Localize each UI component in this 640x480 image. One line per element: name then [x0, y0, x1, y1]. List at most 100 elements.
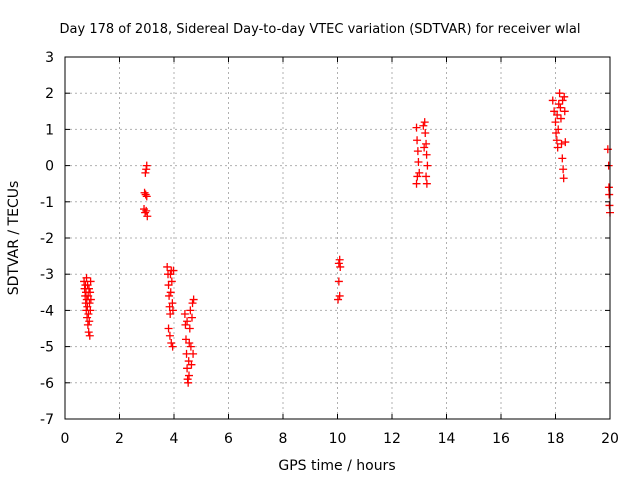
data-point [414, 157, 423, 166]
data-point [167, 277, 176, 286]
data-point [561, 138, 570, 147]
y-tick-label: -3 [40, 267, 54, 283]
data-point [83, 320, 92, 329]
y-tick-label: -7 [40, 412, 54, 428]
x-tick-label: 6 [224, 431, 233, 447]
data-point [419, 121, 428, 130]
data-point [336, 262, 345, 271]
data-point [82, 273, 91, 282]
data-point [84, 284, 93, 293]
x-tick-label: 10 [329, 431, 347, 447]
data-point [412, 179, 421, 188]
x-axis-label: GPS time / hours [278, 458, 395, 474]
data-point [181, 320, 190, 329]
data-point [85, 299, 94, 308]
data-point [335, 291, 344, 300]
data-point [552, 136, 561, 145]
data-point [166, 288, 175, 297]
data-point [560, 92, 569, 101]
data-point [184, 371, 193, 380]
data-point [548, 96, 557, 105]
data-point [185, 324, 194, 333]
data-point [86, 277, 95, 286]
y-tick-label: -1 [40, 195, 54, 211]
data-point [413, 136, 422, 145]
data-point [422, 172, 431, 181]
x-tick-label: 4 [170, 431, 179, 447]
data-point [559, 174, 568, 183]
data-point [84, 328, 93, 337]
chart-title: Day 178 of 2018, Sidereal Day-to-day VTE… [60, 22, 581, 37]
data-point [163, 262, 172, 271]
data-point [413, 172, 422, 181]
data-point [560, 107, 569, 116]
data-point [165, 291, 174, 300]
y-axis-label: SDTVAR / TECUs [6, 181, 22, 296]
data-point [554, 125, 563, 134]
data-point [180, 310, 189, 319]
data-point [412, 123, 421, 132]
x-tick-label: 18 [547, 431, 565, 447]
y-tick-label: 3 [45, 50, 54, 66]
data-point [553, 110, 562, 119]
data-point [188, 299, 197, 308]
data-point [166, 270, 175, 279]
data-point [189, 295, 198, 304]
data-point [183, 364, 192, 373]
x-tick-label: 2 [115, 431, 124, 447]
data-points [80, 89, 614, 387]
x-tick-label: 16 [492, 431, 510, 447]
data-point [553, 143, 562, 152]
data-point [415, 168, 424, 177]
data-point [186, 342, 195, 351]
data-point [141, 190, 150, 199]
data-point [142, 206, 151, 215]
grid [65, 57, 610, 419]
y-tick-labels: -7 -6 -5 -4 -3 -2 -1 0 1 2 3 [40, 50, 54, 428]
data-point [422, 139, 431, 148]
data-point [558, 154, 567, 163]
data-point [168, 299, 177, 308]
x-tick-label: 14 [438, 431, 456, 447]
data-point [555, 89, 564, 98]
x-tick-label: 12 [383, 431, 401, 447]
data-point [422, 179, 431, 188]
data-point [184, 378, 193, 387]
data-point [551, 118, 560, 127]
data-point [556, 114, 565, 123]
x-tick-labels: 0 2 4 6 8 10 12 14 16 18 20 [61, 431, 619, 447]
x-tick-label: 8 [279, 431, 288, 447]
data-point [167, 338, 176, 347]
data-point [421, 129, 430, 138]
data-point [142, 192, 151, 201]
data-point [335, 255, 344, 264]
x-tick-label: 0 [61, 431, 70, 447]
data-point [334, 277, 343, 286]
data-point [183, 317, 192, 326]
data-point [186, 306, 195, 315]
data-point [141, 168, 150, 177]
y-tick-label: 0 [45, 159, 54, 175]
data-point [168, 342, 177, 351]
data-point [85, 317, 94, 326]
data-point [334, 295, 343, 304]
data-point [422, 150, 431, 159]
y-tick-label: -6 [40, 376, 54, 392]
y-tick-label: -2 [40, 231, 54, 247]
data-point [185, 338, 194, 347]
data-point [605, 201, 614, 210]
data-point [143, 212, 152, 221]
data-point [85, 331, 94, 340]
data-point [84, 310, 93, 319]
data-point [142, 161, 151, 170]
data-point [187, 360, 196, 369]
data-point [558, 96, 567, 105]
data-point [556, 103, 565, 112]
data-point [554, 100, 563, 109]
data-point [413, 147, 422, 156]
data-point [86, 306, 95, 315]
x-tick-label: 20 [601, 431, 619, 447]
data-point [420, 118, 429, 127]
data-point [168, 306, 177, 315]
